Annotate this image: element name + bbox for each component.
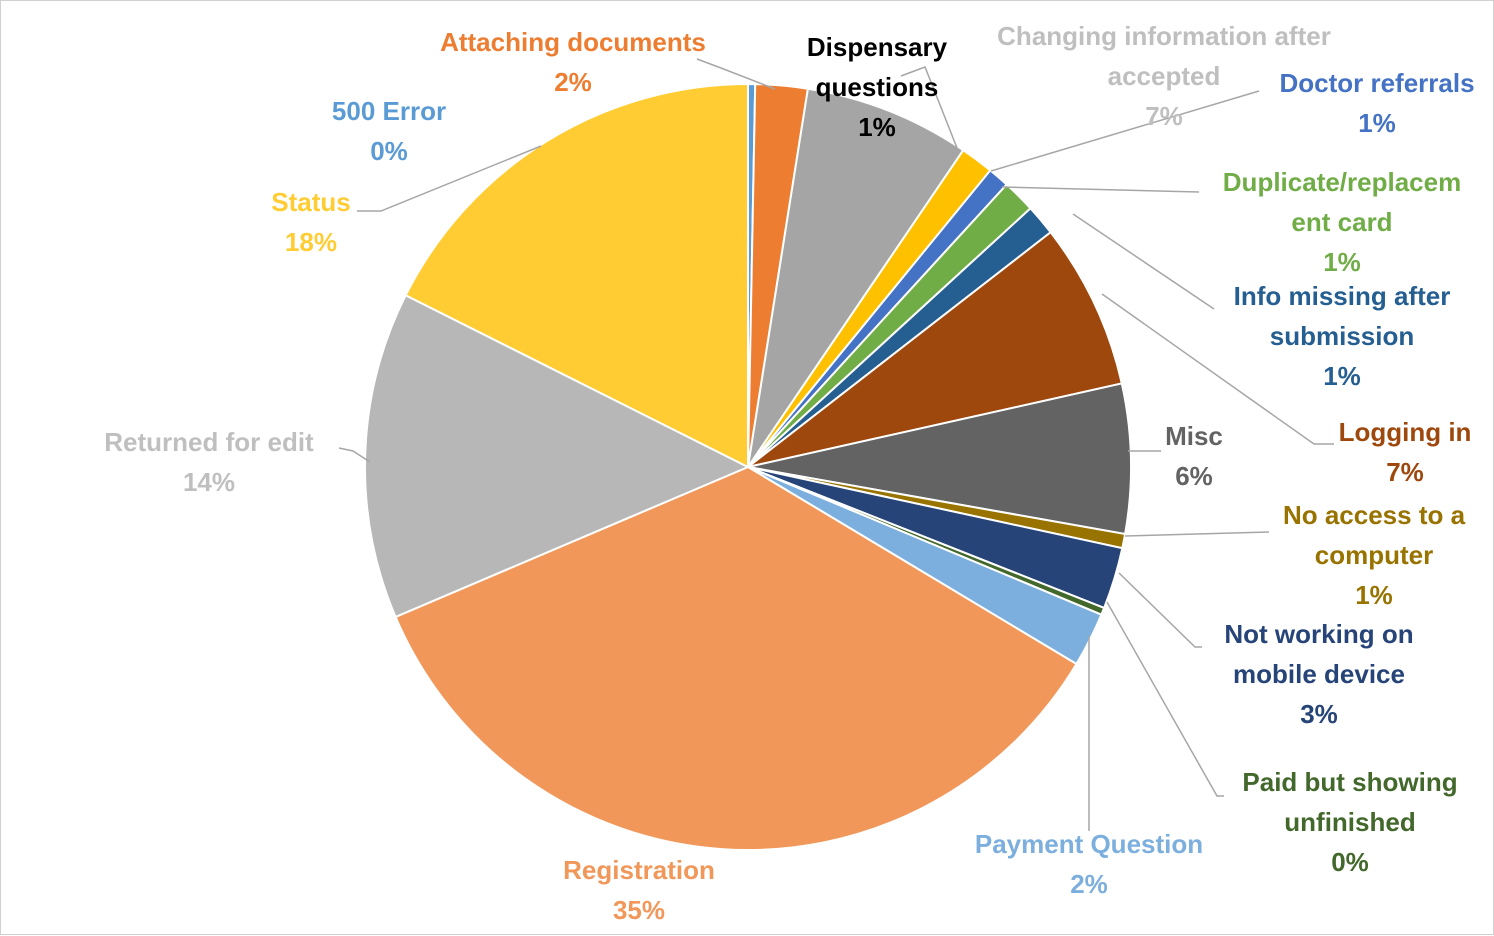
leader-line-no-access-to-a-computer — [1124, 531, 1270, 537]
pie-slices — [364, 82, 1132, 851]
pie-slice-returned-for-edit — [364, 293, 751, 619]
leader-line-logging-in — [1101, 293, 1334, 445]
data-label-percent: 0% — [370, 136, 408, 166]
leader-line-doctor-referrals — [990, 90, 1260, 172]
leader-line-dispensary-questions — [900, 66, 960, 154]
pie-slice-misc — [747, 382, 1132, 536]
leader-line-not-working-on-mobile-device — [1118, 572, 1202, 648]
data-label-percent: 3% — [1300, 699, 1338, 729]
leader-line-status — [357, 145, 542, 212]
data-label-category: computer — [1315, 540, 1433, 570]
data-label-percent: 7% — [1386, 457, 1424, 487]
data-label-category: Attaching documents — [440, 27, 706, 57]
data-label-status: Status 18% — [271, 187, 350, 257]
data-label-percent: 1% — [1323, 361, 1361, 391]
pie-slice-registration — [394, 465, 1078, 851]
leader-line-info-missing-after-submission — [1072, 213, 1215, 310]
data-label-category: Duplicate/replacem — [1223, 167, 1461, 197]
data-label-category: 500 Error — [332, 96, 446, 126]
data-label-percent: 18% — [285, 227, 337, 257]
data-label-percent: 7% — [1145, 101, 1183, 131]
data-label-percent: 2% — [1070, 869, 1108, 899]
data-label-category: Info missing after — [1234, 281, 1451, 311]
data-label-500-error: 500 Error 0% — [332, 96, 446, 166]
data-label-category: unfinished — [1284, 807, 1415, 837]
data-label-returned-for-edit: Returned for edit 14% — [104, 427, 314, 497]
data-label-percent: 1% — [858, 112, 896, 142]
data-label-percent: 1% — [1355, 580, 1393, 610]
data-label-payment-question: Payment Question 2% — [975, 829, 1203, 899]
data-label-category: Dispensary — [807, 32, 948, 62]
data-label-category: Registration — [563, 855, 715, 885]
data-label-info-missing-after-submission: Info missing after submission 1% — [1234, 281, 1451, 391]
data-label-doctor-referrals: Doctor referrals 1% — [1279, 68, 1474, 138]
data-label-category: Changing information after — [997, 21, 1331, 51]
data-label-category: Status — [271, 187, 350, 217]
data-label-dispensary-questions: Dispensary questions 1% — [807, 32, 948, 142]
data-label-logging-in: Logging in 7% — [1339, 417, 1472, 487]
data-label-category: questions — [816, 72, 939, 102]
leader-line-attaching-documents — [696, 58, 776, 90]
data-label-registration: Registration 35% — [563, 855, 715, 925]
data-label-attaching-documents: Attaching documents 2% — [440, 27, 706, 97]
data-label-category: Logging in — [1339, 417, 1472, 447]
leader-line-duplicate-replacement-card — [1001, 186, 1200, 193]
data-label-category: Not working on — [1224, 619, 1413, 649]
data-label-percent: 2% — [554, 67, 592, 97]
data-label-percent: 35% — [613, 895, 665, 925]
data-label-category: Misc — [1165, 421, 1223, 451]
data-label-duplicate-replacement-card: Duplicate/replacem ent card 1% — [1223, 167, 1461, 277]
leader-lines — [338, 58, 1334, 831]
data-label-category: ent card — [1291, 207, 1392, 237]
data-label-category: submission — [1270, 321, 1414, 351]
pie-slice-status — [404, 82, 749, 469]
leader-line-paid-but-showing-unfinished — [1106, 601, 1224, 797]
data-label-percent: 1% — [1358, 108, 1396, 138]
data-labels: 500 Error 0% Attaching documents 2% Changing… — [104, 21, 1474, 925]
data-label-percent: 1% — [1323, 247, 1361, 277]
data-label-category: Doctor referrals — [1279, 68, 1474, 98]
data-label-changing-information-after-accepted: Changing information after accepted 7% — [997, 21, 1331, 131]
data-label-percent: 14% — [183, 467, 235, 497]
data-label-category: Paid but showing — [1242, 767, 1457, 797]
data-label-not-working-on-mobile-device: Not working on mobile device 3% — [1224, 619, 1413, 729]
data-label-category: mobile device — [1233, 659, 1405, 689]
pie-slice-logging-in — [747, 230, 1123, 468]
data-label-percent: 6% — [1175, 461, 1213, 491]
data-label-category: Returned for edit — [104, 427, 314, 457]
data-label-percent: 0% — [1331, 847, 1369, 877]
data-label-category: Payment Question — [975, 829, 1203, 859]
data-label-paid-but-showing-unfinished: Paid but showing unfinished 0% — [1242, 767, 1457, 877]
data-label-category: No access to a — [1283, 500, 1466, 530]
data-label-no-access-to-a-computer: No access to a computer 1% — [1283, 500, 1466, 610]
data-label-misc: Misc 6% — [1165, 421, 1223, 491]
leader-line-returned-for-edit — [338, 447, 371, 463]
data-label-category: accepted — [1108, 61, 1221, 91]
